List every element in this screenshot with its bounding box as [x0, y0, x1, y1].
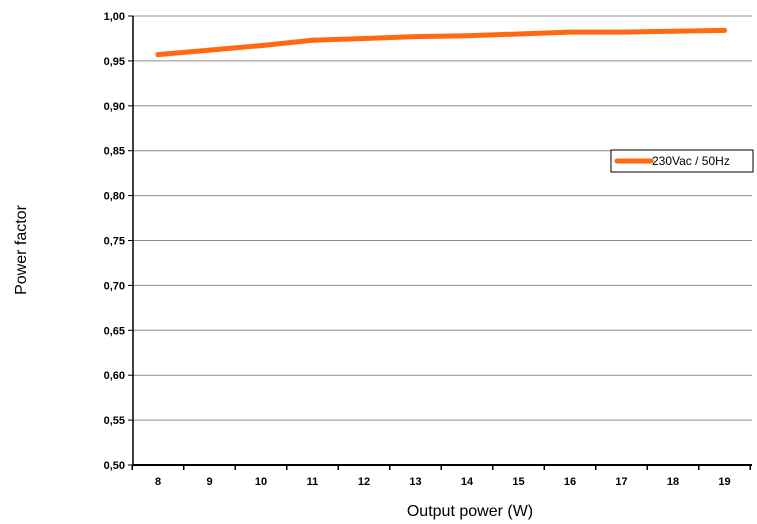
axes	[128, 15, 752, 470]
data-point	[722, 27, 727, 33]
y-tick-label: 0,80	[104, 191, 125, 203]
y-tick-label: 0,95	[104, 56, 125, 68]
data-point	[567, 29, 573, 35]
x-tick-label: 8	[155, 476, 161, 488]
x-tick-label: 15	[512, 476, 524, 488]
data-point	[361, 35, 367, 41]
data-point	[258, 43, 264, 49]
y-tick-label: 0,50	[104, 460, 125, 472]
data-point	[619, 29, 624, 35]
x-tick-label: 11	[307, 476, 319, 488]
x-tick-label: 19	[718, 476, 730, 488]
tick-labels: 0,50 0,55 0,60 0,65 0,70 0,75 0,80 0,85 0,90 0,95…	[104, 11, 731, 488]
x-tick-label: 12	[358, 476, 370, 488]
y-tick-label: 0,70	[104, 280, 125, 292]
grid	[133, 15, 752, 421]
legend: 230Vac / 50Hz	[610, 149, 754, 173]
x-tick-label: 14	[461, 476, 474, 488]
y-tick-label: 0,90	[104, 101, 125, 113]
x-tick-label: 16	[564, 476, 576, 488]
legend-box	[610, 149, 754, 173]
x-axis-title: Output power (W)	[407, 503, 533, 520]
y-tick-label: 1,00	[104, 11, 125, 23]
y-tick-label: 0,65	[104, 325, 125, 337]
x-tick-label: 9	[206, 476, 212, 488]
data-point	[413, 34, 418, 40]
x-tick-label: 17	[615, 476, 627, 488]
y-tick-label: 0,60	[104, 370, 125, 382]
y-axis-title: Power factor	[13, 204, 30, 294]
legend-label: 230Vac / 50Hz	[652, 154, 730, 168]
data-point	[207, 47, 212, 53]
data-point	[310, 37, 315, 43]
data-point	[516, 31, 521, 37]
y-tick-label: 0,75	[104, 236, 125, 248]
data-point	[670, 28, 676, 34]
y-tick-label: 0,55	[104, 415, 125, 427]
x-tick-label: 10	[255, 476, 267, 488]
series	[155, 27, 727, 58]
data-point	[155, 52, 161, 58]
y-tick-label: 0,85	[104, 146, 125, 158]
data-point	[464, 33, 470, 39]
x-tick-label: 18	[667, 476, 679, 488]
series-line	[155, 27, 727, 58]
x-tick-label: 13	[409, 476, 421, 488]
